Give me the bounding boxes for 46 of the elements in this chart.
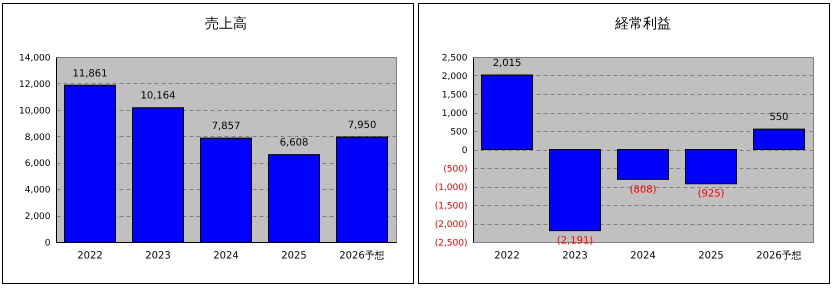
y-tick-label: (1,500) — [434, 202, 468, 212]
y-tick-label: 4,000 — [24, 186, 51, 196]
y-tick-label: 10,000 — [19, 106, 51, 116]
data-label: 11,861 — [72, 68, 108, 80]
x-tick-label: 2023 — [562, 250, 588, 262]
data-label: 6,608 — [280, 138, 308, 149]
data-label: 7,950 — [348, 120, 376, 131]
data-label: 7,857 — [212, 121, 240, 132]
x-tick-label: 2026予想 — [756, 250, 802, 262]
chart-title: 経常利益 — [614, 16, 671, 32]
y-tick-label: 2,500 — [442, 54, 468, 64]
bar — [685, 149, 737, 184]
y-tick-label: 1,000 — [442, 109, 468, 119]
chart-title: 売上高 — [205, 16, 247, 32]
y-tick-label: (500) — [443, 164, 468, 174]
bar — [753, 128, 805, 150]
y-tick-label: 12,000 — [19, 80, 51, 90]
y-tick-label: 1,500 — [442, 90, 468, 100]
y-tick-label: 0 — [462, 146, 468, 156]
x-tick-label: 2024 — [630, 250, 656, 262]
y-tick-label: (2,000) — [434, 220, 468, 230]
y-tick-label: (2,500) — [434, 238, 468, 248]
bar — [617, 149, 669, 180]
x-tick-label: 2026予想 — [339, 250, 385, 262]
y-tick-label: 8,000 — [24, 132, 51, 143]
y-tick-label: 6,000 — [24, 159, 51, 170]
x-tick-label: 2025 — [698, 250, 724, 262]
y-tick-label: 500 — [450, 128, 468, 138]
data-label: 2,015 — [492, 58, 522, 69]
x-tick-label: 2025 — [281, 250, 307, 262]
y-tick-label: (1,000) — [434, 183, 468, 193]
bar — [549, 149, 601, 232]
y-tick-label: 14,000 — [19, 54, 51, 64]
x-tick-label: 2022 — [77, 250, 103, 262]
data-label: 10,164 — [140, 90, 176, 102]
data-label: (2,191) — [556, 236, 594, 247]
x-tick-label: 2023 — [145, 250, 171, 262]
y-tick-label: 2,000 — [24, 212, 51, 222]
data-label: (808) — [630, 184, 657, 196]
y-tick-label: 0 — [44, 238, 51, 248]
x-tick-label: 2024 — [213, 250, 239, 262]
y-tick-label: 2,000 — [442, 72, 468, 82]
x-tick-label: 2022 — [494, 250, 520, 262]
data-label: 550 — [769, 112, 789, 124]
data-label: (925) — [698, 188, 725, 200]
bar — [481, 74, 533, 150]
